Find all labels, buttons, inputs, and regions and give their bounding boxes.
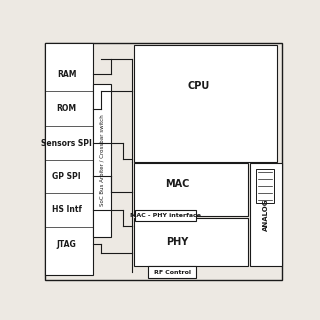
Bar — [148, 266, 196, 278]
Bar — [93, 84, 111, 237]
Text: ANALOG: ANALOG — [263, 198, 269, 231]
Text: ROM: ROM — [57, 104, 77, 113]
Text: PHY: PHY — [166, 237, 189, 247]
Bar — [134, 44, 277, 162]
Text: Sensors SPI: Sensors SPI — [41, 139, 92, 148]
Bar — [256, 169, 274, 204]
Text: JTAG: JTAG — [57, 240, 76, 249]
Text: RAM: RAM — [57, 70, 76, 79]
Text: CPU: CPU — [187, 81, 210, 91]
Bar — [134, 218, 248, 266]
Text: MAC: MAC — [165, 179, 190, 189]
Bar — [134, 163, 248, 216]
Bar — [135, 210, 196, 221]
Bar — [250, 163, 282, 266]
Text: RF Control: RF Control — [154, 270, 191, 275]
Text: MAC - PHY interface: MAC - PHY interface — [130, 213, 201, 218]
Text: HS Intf: HS Intf — [52, 205, 82, 214]
Text: GP SPI: GP SPI — [52, 172, 81, 181]
Bar — [45, 43, 93, 275]
Text: SoC Bus Arbiter / Crossbar switch: SoC Bus Arbiter / Crossbar switch — [100, 115, 105, 206]
